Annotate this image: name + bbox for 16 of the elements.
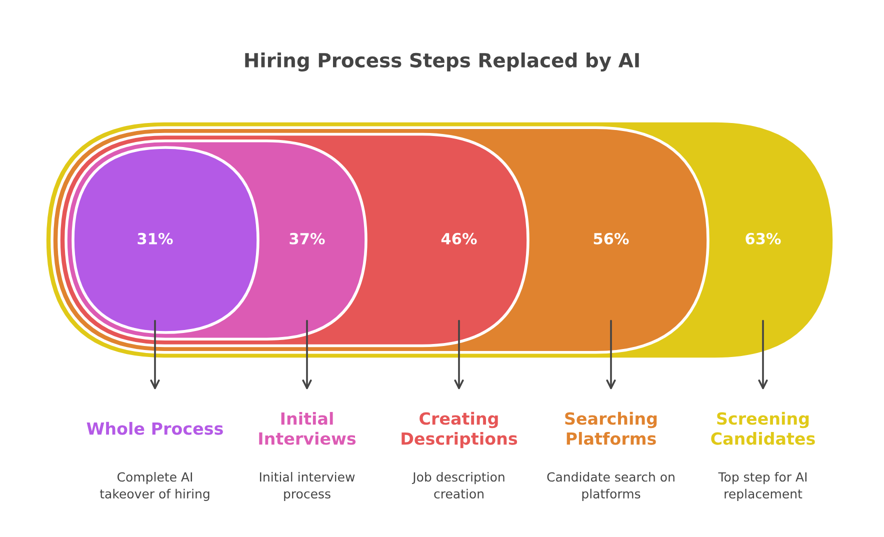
data-label: 56% [594,232,629,244]
text: Job description creation [412,472,504,499]
data-label: 46% [441,232,477,244]
text: Candidate search on platforms [547,472,674,501]
text: Hiring Process Steps Replaced by AI [245,52,639,72]
text: Complete AI takeover of hiring [100,472,210,501]
data-label: 31% [138,232,173,244]
category-label: Initial Interviews [259,412,356,445]
category-label: Whole Process [86,422,223,435]
category-label: Creating Descriptions [402,412,518,448]
category-label: Searching Platforms [565,412,657,445]
text: Top step for AI replacement [718,472,807,501]
data-label: 63% [746,232,781,244]
category-label: Screening Candidates [711,412,815,445]
text: Initial interview process [260,472,355,501]
data-label: 37% [290,232,325,244]
